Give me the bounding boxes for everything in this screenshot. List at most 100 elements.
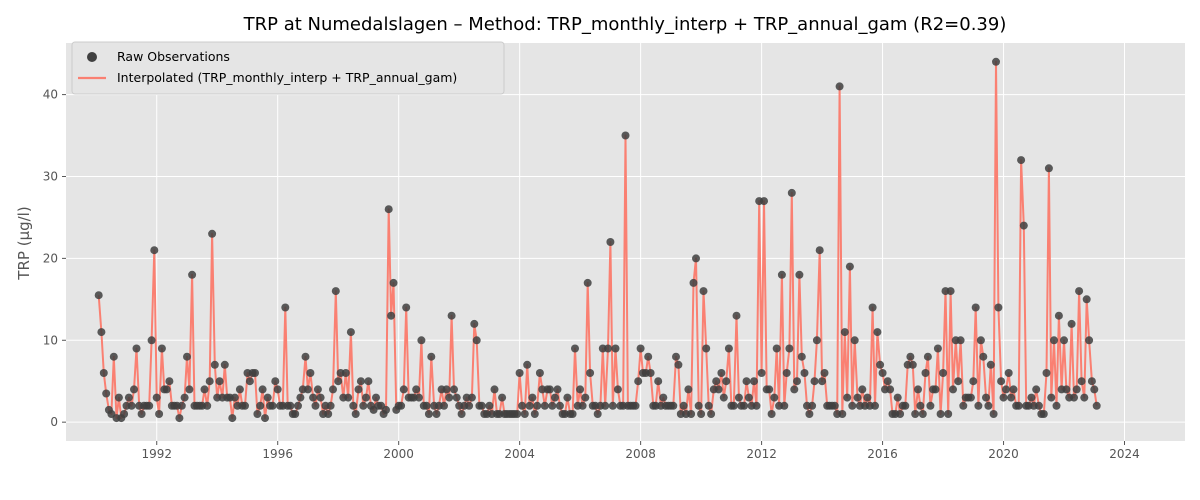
y-tick-label: 10 [43, 333, 58, 347]
observation-point [220, 360, 229, 369]
observation-point [520, 410, 529, 418]
observation-point [604, 344, 612, 353]
observation-point [465, 401, 474, 410]
observation-point [513, 410, 522, 418]
observation-point [261, 414, 269, 423]
observation-point [331, 287, 340, 296]
observation-point [795, 270, 804, 279]
observation-point [372, 393, 380, 402]
observation-point [918, 410, 927, 418]
observation-point [707, 410, 716, 418]
observation-point [687, 410, 696, 418]
observation-point [820, 369, 829, 377]
observation-point [878, 369, 887, 377]
observation-point [717, 369, 726, 377]
observation-point [734, 393, 743, 402]
observation-point [722, 377, 731, 386]
observation-point [704, 401, 713, 410]
observation-point [921, 369, 930, 377]
observation-point [815, 246, 824, 255]
observation-point [422, 401, 431, 410]
observation-point [613, 385, 622, 394]
observation-point [911, 410, 920, 418]
observation-point [1085, 336, 1094, 345]
observation-point [576, 385, 585, 394]
observation-point [1017, 156, 1026, 165]
observation-point [908, 360, 917, 369]
observation-point [893, 393, 902, 402]
observation-point [838, 410, 847, 418]
legend-label-observations: Raw Observations [117, 49, 230, 64]
observation-point [923, 352, 932, 361]
observation-point [530, 410, 539, 418]
observation-point [868, 303, 877, 312]
observation-point [959, 401, 968, 410]
observation-point [324, 410, 333, 418]
observation-point [349, 401, 358, 410]
observation-point [611, 344, 620, 353]
observation-point [316, 393, 325, 402]
observation-point [130, 385, 138, 394]
observation-point [362, 393, 370, 402]
observation-point [896, 410, 905, 418]
observation-point [553, 385, 562, 394]
observation-point [120, 410, 129, 418]
observation-point [863, 393, 872, 402]
observation-point [555, 401, 564, 410]
observation-point [467, 393, 476, 402]
observation-point [414, 393, 423, 402]
observation-point [818, 377, 827, 386]
observation-point [692, 254, 700, 263]
observation-point [185, 385, 194, 394]
observation-point [873, 328, 882, 337]
y-tick-label: 30 [43, 169, 58, 183]
observation-point [326, 401, 335, 410]
observation-point [127, 401, 136, 410]
observation-point [445, 393, 454, 402]
observation-point [296, 393, 305, 402]
observation-point [750, 377, 758, 386]
observation-point [593, 410, 602, 418]
observation-point [654, 377, 663, 386]
y-tick-label: 20 [43, 251, 58, 265]
observation-point [306, 369, 315, 377]
observation-point [845, 262, 854, 271]
observation-point [341, 369, 350, 377]
observation-point [114, 393, 123, 402]
observation-point [99, 369, 108, 377]
x-tick-label: 2020 [988, 447, 1019, 461]
observation-point [782, 369, 791, 377]
observation-point [586, 369, 595, 377]
observation-point [724, 344, 733, 353]
observation-point [477, 401, 486, 410]
observation-point [669, 401, 678, 410]
observation-point [382, 405, 390, 414]
observation-point [840, 328, 849, 337]
observation-point [790, 385, 799, 394]
observation-point [356, 377, 365, 386]
observation-point [470, 319, 479, 328]
observation-point [334, 377, 343, 386]
observation-point [485, 401, 494, 410]
observation-point [1087, 377, 1096, 386]
observation-point [1032, 385, 1041, 394]
observation-point [180, 393, 189, 402]
observation-point [545, 385, 554, 394]
observation-point [442, 385, 451, 394]
observation-point [871, 401, 879, 410]
observation-point [752, 401, 761, 410]
observation-point [273, 385, 282, 394]
observation-point [1027, 393, 1036, 402]
observation-point [102, 389, 111, 398]
observation-point [540, 401, 549, 410]
observation-point [1004, 369, 1013, 377]
observation-point [1070, 393, 1078, 402]
observation-point [351, 410, 360, 418]
observation-point [1047, 393, 1056, 402]
observation-point [228, 414, 237, 423]
observation-point [551, 393, 559, 402]
observation-point [926, 401, 935, 410]
observation-point [601, 401, 610, 410]
observation-point [432, 410, 441, 418]
observation-point [646, 369, 655, 377]
